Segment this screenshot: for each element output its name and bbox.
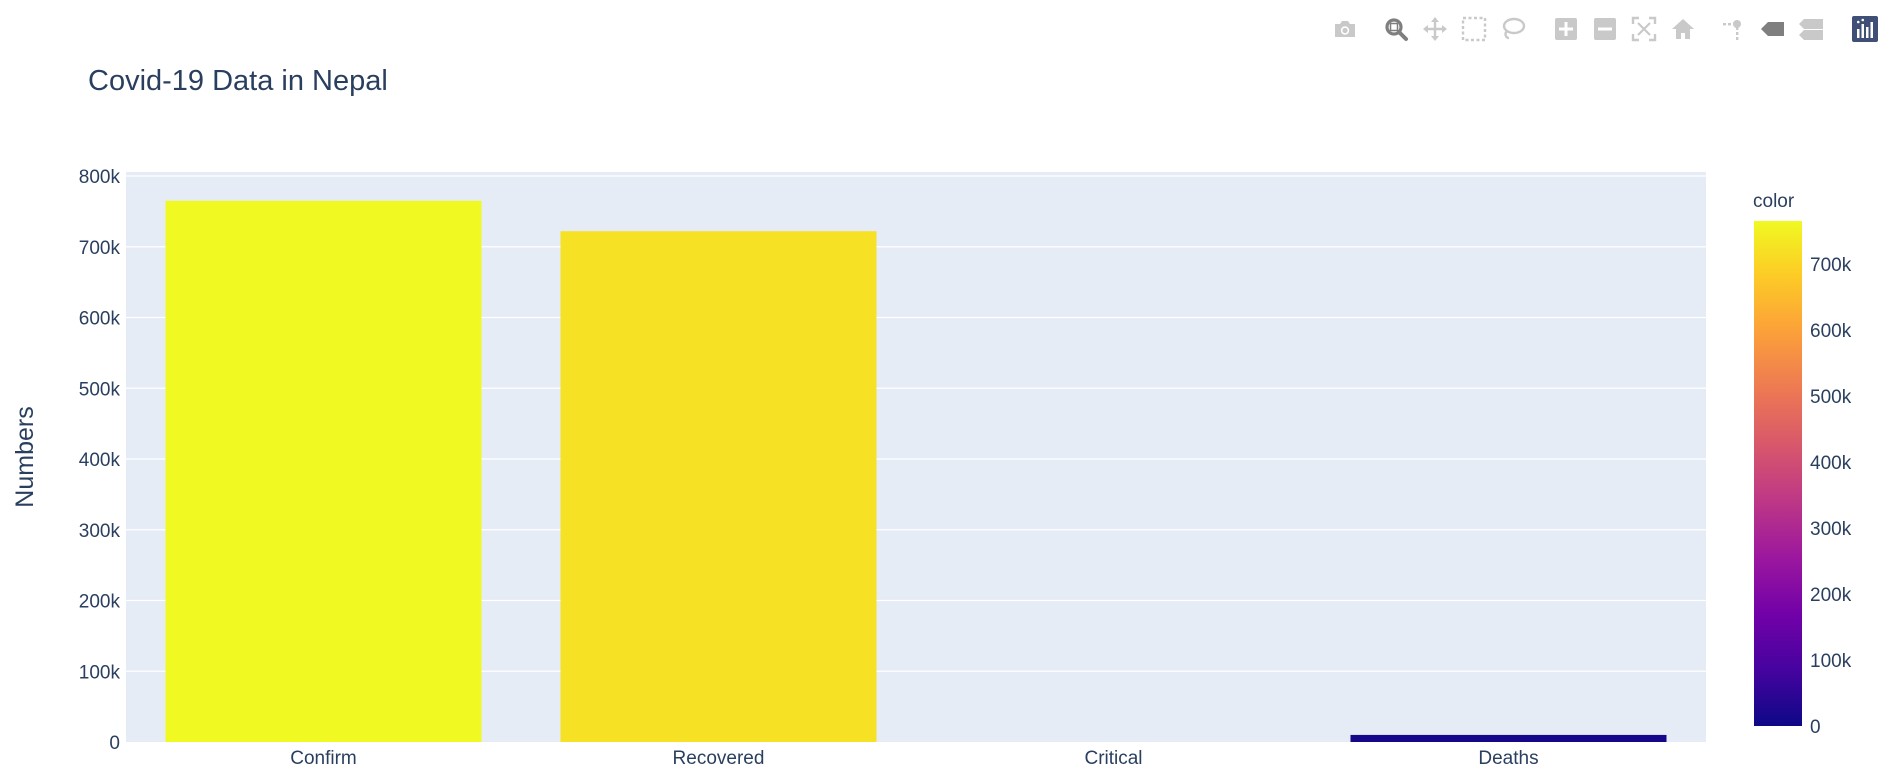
hover-compare-icon[interactable]: [1798, 16, 1824, 42]
chart-title: Covid-19 Data in Nepal: [88, 65, 388, 97]
colorbar-tick-label: 0: [1810, 717, 1821, 738]
reset-axes-icon[interactable]: [1670, 16, 1696, 42]
pan-icon[interactable]: [1422, 16, 1448, 42]
colorbar-tick-label: 400k: [1810, 453, 1852, 474]
colorbar-tick-label: 100k: [1810, 651, 1852, 672]
y-tick-label: 400k: [79, 450, 121, 471]
x-tick-label: Deaths: [1478, 748, 1538, 769]
bar-recovered[interactable]: [560, 231, 877, 742]
y-tick-label: 600k: [79, 309, 121, 330]
modebar-toolbar: [1332, 16, 1878, 42]
bar-deaths[interactable]: [1350, 734, 1667, 742]
x-tick-label: Critical: [1084, 748, 1142, 769]
colorbar-ticks: 0 100k 200k 300k 400k 500k 600k 700k: [1810, 255, 1852, 738]
camera-icon[interactable]: [1332, 16, 1358, 42]
x-tick-label: Recovered: [673, 748, 765, 769]
colorbar-gradient-bar: [1754, 221, 1802, 726]
y-axis-ticks: 0 100k 200k 300k 400k 500k 600k 700k 800k: [79, 167, 121, 754]
colorbar-tick-label: 500k: [1810, 387, 1852, 408]
zoom-icon[interactable]: [1383, 16, 1409, 42]
autoscale-icon[interactable]: [1631, 16, 1657, 42]
colorbar: color 0 100k 200k 300k 400k 500k 600k 700k: [1753, 191, 1852, 738]
y-tick-label: 800k: [79, 167, 121, 188]
colorbar-tick-label: 300k: [1810, 519, 1852, 540]
y-tick-label: 300k: [79, 521, 121, 542]
y-tick-label: 500k: [79, 379, 121, 400]
y-tick-label: 100k: [79, 662, 121, 683]
colorbar-tick-label: 700k: [1810, 255, 1852, 276]
y-tick-label: 0: [109, 733, 120, 754]
colorbar-tick-label: 200k: [1810, 585, 1852, 606]
y-axis-title: Numbers: [11, 406, 39, 507]
colorbar-title: color: [1753, 191, 1795, 212]
x-tick-label: Confirm: [290, 748, 357, 769]
plotly-logo-icon[interactable]: [1852, 16, 1878, 42]
lasso-select-icon[interactable]: [1500, 16, 1526, 42]
zoom-in-icon[interactable]: [1553, 16, 1579, 42]
bar-confirm[interactable]: [165, 200, 482, 742]
hover-closest-icon[interactable]: [1759, 16, 1785, 42]
zoom-out-icon[interactable]: [1592, 16, 1618, 42]
y-tick-label: 700k: [79, 238, 121, 259]
box-select-icon[interactable]: [1461, 16, 1487, 42]
x-axis-ticks: Confirm Recovered Critical Deaths: [290, 748, 1538, 769]
colorbar-tick-label: 600k: [1810, 321, 1852, 342]
spike-lines-icon[interactable]: [1720, 16, 1746, 42]
bars-group: [165, 200, 1667, 742]
y-tick-label: 200k: [79, 592, 121, 613]
